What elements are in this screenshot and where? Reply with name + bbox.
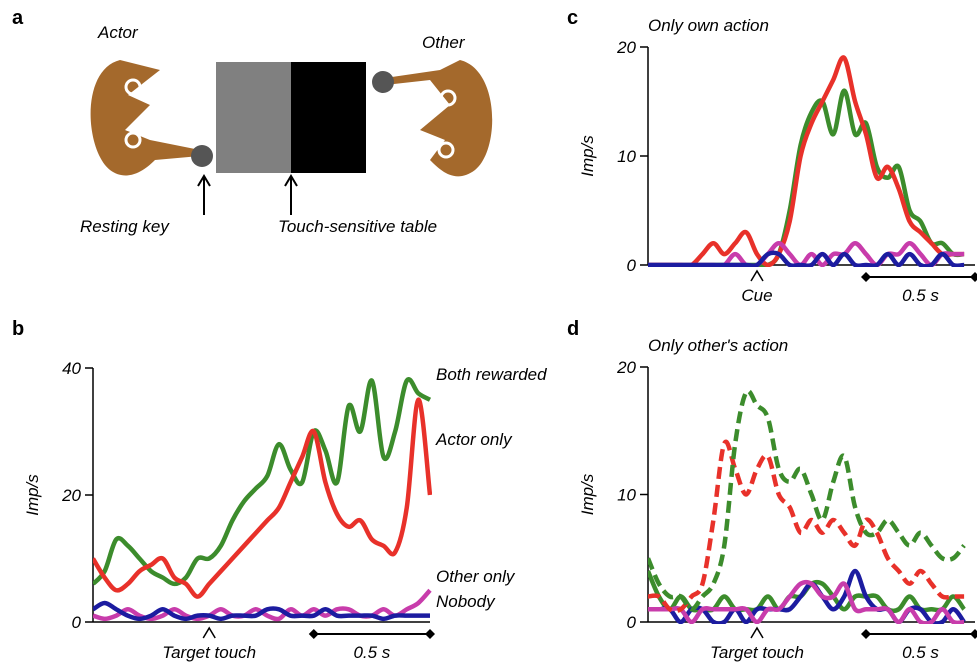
eye — [124, 131, 142, 149]
series-line — [648, 250, 965, 267]
series-line — [93, 600, 430, 622]
scale-bar-label: 0.5 s — [353, 643, 390, 662]
resting-key-icon — [191, 145, 213, 167]
panel-label: d — [567, 318, 579, 340]
eye — [437, 141, 455, 159]
series-line — [648, 439, 965, 614]
event-label: Target touch — [710, 643, 804, 662]
y-axis-label: Imp/s — [23, 474, 42, 516]
event-label: Cue — [741, 286, 772, 305]
scale-bar-end — [308, 629, 319, 639]
y-tick-label: 40 — [62, 359, 81, 378]
y-tick-label: 20 — [61, 486, 81, 505]
series-line — [93, 397, 432, 599]
y-axis-label: Imp/s — [578, 473, 597, 515]
y-tick-label: 20 — [616, 358, 636, 377]
table-label: Touch-sensitive table — [278, 217, 437, 236]
series-line — [648, 88, 965, 267]
y-tick-label: 10 — [617, 486, 636, 505]
table-gray — [216, 62, 291, 173]
arrow — [284, 174, 298, 215]
legend-entry: Both rewarded — [436, 365, 547, 384]
scale-bar-end — [970, 272, 977, 282]
y-tick-label: 0 — [627, 256, 637, 275]
key-icon — [372, 71, 394, 93]
scale-bar-end — [425, 629, 435, 639]
event-label: Target touch — [162, 643, 256, 662]
resting-key-label: Resting key — [80, 217, 170, 236]
legend-entry: Actor only — [435, 430, 513, 449]
diagram: a Actor Other Resting key Touch-sensitiv… — [12, 7, 493, 236]
actor-head — [90, 60, 200, 176]
legend-entry: Other only — [436, 567, 516, 586]
series-line — [93, 377, 432, 587]
event-marker — [750, 626, 764, 639]
panel-label: a — [12, 7, 24, 29]
series-line — [648, 579, 965, 624]
y-tick-label: 0 — [627, 613, 637, 632]
table-black — [291, 62, 366, 173]
panel-label: c — [567, 7, 578, 29]
scale-bar-end — [970, 629, 977, 639]
eye — [439, 89, 457, 107]
panel-label: b — [12, 318, 24, 340]
scale-bar-label: 0.5 s — [902, 286, 939, 305]
series-line — [648, 388, 966, 612]
scale-bar-label: 0.5 s — [902, 643, 939, 662]
event-marker — [202, 626, 216, 639]
chart-title: Only other's action — [648, 336, 788, 355]
y-tick-label: 0 — [72, 613, 82, 632]
other-head — [385, 60, 493, 177]
eye — [124, 78, 142, 96]
chart-title: Only own action — [648, 16, 769, 35]
scale-bar-end — [861, 629, 871, 639]
y-tick-label: 20 — [616, 38, 636, 57]
scale-bar-end — [861, 272, 871, 282]
other-label: Other — [422, 33, 466, 52]
actor-label: Actor — [97, 23, 139, 42]
arrow — [197, 174, 211, 215]
event-marker — [750, 269, 764, 282]
series-line — [648, 55, 965, 267]
y-axis-label: Imp/s — [578, 135, 597, 177]
legend-entry: Nobody — [436, 592, 496, 611]
y-tick-label: 10 — [617, 147, 636, 166]
